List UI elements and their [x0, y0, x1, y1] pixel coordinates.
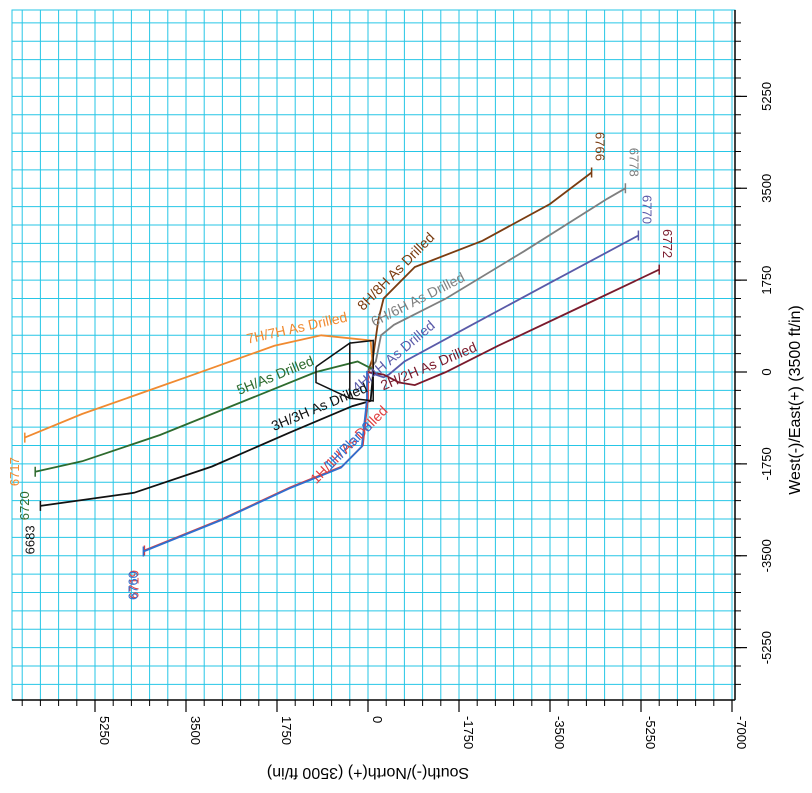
series-end-label: 6719 — [126, 570, 141, 599]
series-line-6h-6h-as-drilled — [367, 187, 626, 373]
x-tick-label: -5250 — [643, 716, 658, 749]
y-tick-label: -3500 — [759, 539, 774, 572]
y-axis-title: West(-)/East(+) (3500 ft/in) — [787, 305, 804, 495]
series-end-label: 6772 — [660, 229, 675, 258]
series-end-label: 6778 — [626, 148, 641, 177]
series-end-label: 6720 — [17, 491, 32, 520]
y-tick-label: -1750 — [759, 447, 774, 480]
y-tick-label: 3500 — [759, 174, 774, 203]
series-end-label: 6770 — [639, 195, 654, 224]
series-line-3h-3h-as-drilled — [40, 371, 375, 507]
y-tick-label: 5250 — [759, 82, 774, 111]
series-line-1h-plan-8 — [143, 370, 368, 553]
y-tick-label: -5250 — [759, 631, 774, 664]
axes: 5250 3500 1750 0 -1750 -3500 -5250 -7000 5250 350… — [12, 10, 804, 781]
series-line-8h-8h-as-drilled — [367, 171, 593, 373]
pad-outline — [315, 339, 374, 402]
series-label-5h-as-drilled: 5H/As Drilled — [234, 352, 316, 397]
series-line-4h-4h-as-drilled — [367, 234, 639, 379]
x-tick-label: 3500 — [188, 716, 203, 745]
series-line-2h-2h-as-drilled — [367, 268, 660, 387]
x-tick-label: -1750 — [461, 716, 476, 749]
x-tick-label: -7000 — [734, 716, 749, 749]
x-tick-label: 1750 — [279, 716, 294, 745]
series-layer — [24, 167, 660, 557]
series-end-label: 6766 — [593, 132, 608, 161]
series-end-label: 6717 — [7, 457, 22, 486]
x-axis-title: South(-)/North(+) (3500 ft/in) — [267, 764, 469, 781]
series-end-label: 6760 — [125, 571, 140, 600]
series-label-3h-3h-as-drilled: 3H/3H As Drilled — [269, 379, 370, 434]
x-tick-label: -3500 — [552, 716, 567, 749]
y-tick-label: 1750 — [759, 266, 774, 295]
y-tick-label: 0 — [759, 368, 774, 375]
grid — [11, 9, 736, 701]
series-line-5h-as-drilled — [35, 360, 374, 473]
series-end-label: 6683 — [22, 525, 37, 554]
x-tick-label: 5250 — [97, 716, 112, 745]
x-tick-label: 0 — [370, 716, 385, 723]
